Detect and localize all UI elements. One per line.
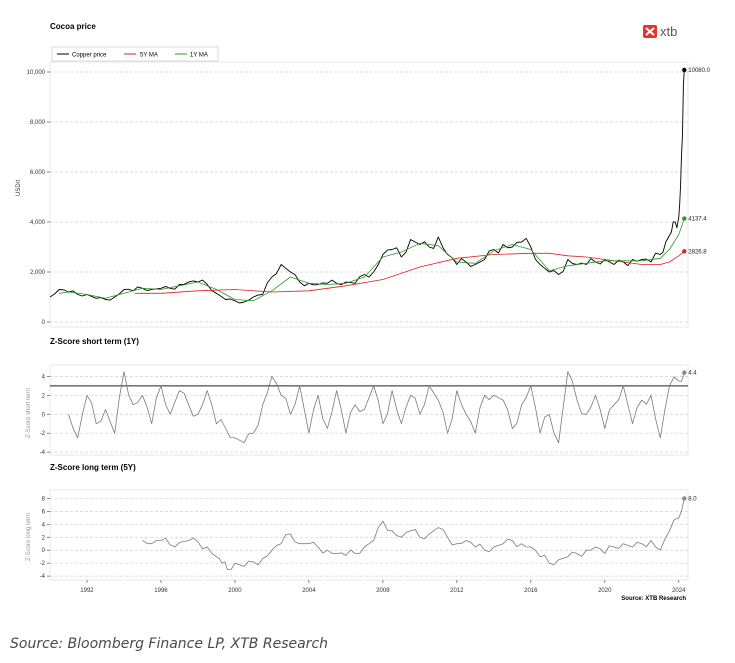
y-tick-label: 8 [42, 496, 46, 502]
y-tick-label: 2,000 [30, 270, 46, 276]
series-line-series-0 [68, 371, 685, 444]
x-tick-label: 2024 [672, 588, 686, 594]
zscore-short-panel: Z-Score short term -4 -2 0 2 4 4.4 [26, 364, 697, 456]
xtb-logo: xtb [643, 24, 677, 39]
y-tick-label: -2 [40, 561, 46, 567]
x-tick-label: 2012 [450, 588, 464, 594]
x-tick-label: 2016 [524, 588, 538, 594]
y-tick-label: 0 [42, 320, 46, 326]
x-tick-label: 2004 [302, 588, 316, 594]
series-line-copper-price [49, 69, 685, 304]
legend: Copper price 5Y MA 1Y MA [51, 46, 219, 62]
legend-label-5y: 5Y MA [140, 53, 158, 59]
x-tick-label: 2008 [376, 588, 390, 594]
series-line-1y-ma [59, 218, 685, 302]
end-label-5y-ma: 2826.8 [688, 249, 707, 255]
end-label-series-0: 4.4 [688, 371, 697, 377]
end-point-series-0 [682, 496, 687, 501]
y-tick-label: 0 [42, 548, 46, 554]
chart-title: Cocoa price [50, 22, 96, 31]
y-tick-label: 4,000 [30, 220, 46, 226]
y-tick-label: 4 [42, 374, 46, 380]
y-axis-label: USD/t [16, 180, 22, 196]
y-tick-label: 2 [42, 393, 46, 399]
series-line-5y-ma [135, 250, 685, 294]
y-tick-label: 0 [42, 412, 46, 418]
source-note: Source: XTB Research [621, 596, 686, 602]
y-tick-label: 10,000 [27, 70, 46, 76]
end-point-copper-price [682, 67, 687, 73]
y-tick-label: 6,000 [30, 170, 46, 176]
figure-canvas: Cocoa price Z-Score short term (1Y) Z-Sc… [16, 22, 711, 602]
plot-area [49, 364, 689, 456]
end-label-series-0: 8.0 [688, 496, 697, 502]
zscore-long-title: Z-Score long term (5Y) [50, 463, 136, 472]
y-tick-label: 8,000 [30, 120, 46, 126]
y-tick-label: 6 [42, 509, 46, 515]
y-tick-label: -2 [40, 431, 46, 437]
x-tick-label: 2000 [228, 588, 242, 594]
zscore-short-y-label: Z-Score short term [26, 388, 32, 438]
end-point-5y-ma [682, 249, 687, 254]
plot-area [49, 489, 689, 581]
price-panel: USD/t 0 2,000 4,000 6,000 8,000 10,000 10080.… [16, 46, 711, 328]
x-tick-label: 1996 [154, 588, 168, 594]
end-point-1y-ma [682, 216, 687, 221]
plot-area [49, 61, 689, 328]
y-tick-label: -4 [40, 450, 46, 456]
series-line-series-0 [142, 498, 685, 570]
y-tick-label: -4 [40, 574, 46, 580]
zscore-long-y-label: Z-Score long term [26, 513, 32, 561]
legend-label-copper: Copper price [72, 53, 107, 59]
x-tick-label: 2020 [598, 588, 612, 594]
source-caption: Source: Bloomberg Finance LP, XTB Resear… [10, 636, 329, 652]
legend-label-1y: 1Y MA [190, 53, 208, 59]
end-label-copper-price: 10080.0 [688, 68, 710, 74]
zscore-short-title: Z-Score short term (1Y) [50, 337, 139, 346]
end-label-1y-ma: 4137.4 [688, 217, 707, 223]
x-tick-label: 1992 [80, 588, 94, 594]
y-tick-label: 4 [42, 522, 46, 528]
end-point-series-0 [682, 370, 687, 375]
xtb-logo-glyph [645, 27, 655, 36]
xtb-logo-text: xtb [660, 24, 677, 39]
y-tick-label: 2 [42, 535, 46, 541]
zscore-long-panel: Z-Score long term -4 -2 0 2 4 6 8 8.0 1992 1996… [26, 489, 697, 602]
